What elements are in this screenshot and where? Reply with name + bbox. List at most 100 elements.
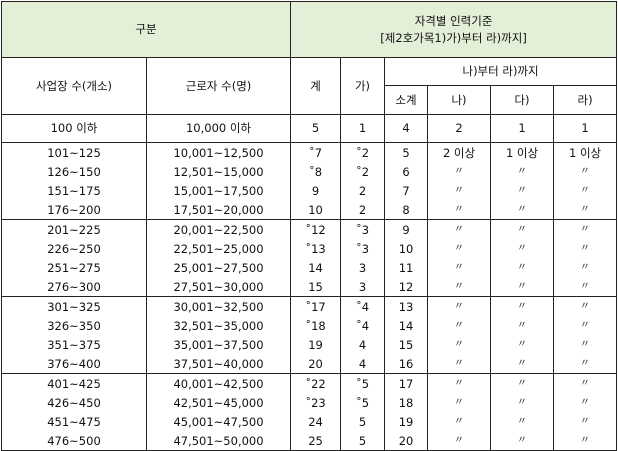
cell-da: 〃 [490,393,555,413]
cell-na: 〃 [427,393,492,413]
cell-subtotal: 7 [384,181,429,201]
cell-ga: ˚4 [340,296,386,317]
cell-subtotal: 16 [384,354,429,374]
header-workplaces: 사업장 수(개소) [1,57,147,115]
cell-subtotal: 12 [384,277,429,297]
cell-total: 15 [290,277,342,297]
table-row: 251~275 25,001~27,500 14 3 11 〃〃〃 [1,258,617,278]
cell-ga: 3 [340,258,386,278]
header-qualification-subtitle: [제2호가목1)가)부터 라)까지] [380,30,527,45]
cell-subtotal: 14 [384,316,429,336]
cell-workers: 17,501~20,000 [146,200,292,220]
cell-workplaces: 126~150 [1,162,147,182]
table-row: 326~350 32,501~35,000 ˚18 ˚4 14 〃〃〃 [1,316,617,336]
cell-total: ˚18 [290,316,342,336]
cell-da: 1 이상 [490,142,555,163]
cell-subtotal: 19 [384,412,429,432]
cell-na: 〃 [427,431,492,451]
cell-workers: 32,501~35,000 [146,316,292,336]
cell-workplaces: 100 이하 [1,114,147,143]
cell-subtotal: 11 [384,258,429,278]
cell-total: ˚17 [290,296,342,317]
cell-subtotal: 20 [384,431,429,451]
cell-ra: 〃 [580,242,591,254]
header-total: 계 [290,57,342,115]
cell-ra: 〃 [553,200,617,220]
cell-da: 〃 [490,412,555,432]
cell-workplaces: 451~475 [1,412,147,432]
cell-subtotal: 18 [384,393,429,413]
header-da: 다) [490,85,555,115]
cell-na: 〃 [427,296,492,317]
cell-workplaces: 176~200 [1,200,147,220]
table-row: 126~150 12,501~15,000 ˚8 ˚2 6 〃〃〃 [1,162,617,182]
cell-workers: 35,001~37,500 [146,335,292,355]
cell-workers: 12,501~15,000 [146,162,292,182]
cell-subtotal: 4 [384,114,429,143]
cell-da: 〃 [490,296,555,317]
cell-total: ˚13 [290,239,342,259]
cell-na: 〃 [427,162,492,182]
header-row-3: 소계 나) 다) 라) [2,85,617,115]
cell-workers: 20,001~22,500 [146,219,292,240]
cell-da: 〃 [490,335,555,355]
cell-ga: 2 [340,181,386,201]
table-row: 301~325 30,001~32,500 ˚17 ˚4 13 〃〃〃 [1,296,617,317]
cell-ra: 〃 [580,165,591,177]
cell-workers: 22,501~25,000 [146,239,292,259]
cell-ra: 〃 [580,184,591,196]
table-row: 376~400 37,501~40,000 20 4 16 〃〃〃 [1,354,617,374]
cell-workers: 37,501~40,000 [146,354,292,374]
cell-na: 〃 [427,373,492,394]
cell-da: 〃 [490,219,555,240]
cell-workplaces: 426~450 [1,393,147,413]
cell-total: 24 [290,412,342,432]
table-row: 476~500 47,501~50,000 25 5 20 〃〃〃 [1,431,617,451]
table-row: 176~200 17,501~20,000 10 2 8 〃〃〃 [1,200,617,220]
table-row: 276~300 27,501~30,000 15 3 12 〃〃〃 [1,277,617,297]
cell-da: 〃 [490,200,555,220]
cell-ra: 〃 [580,396,591,408]
cell-na: 2 [427,114,492,143]
cell-total: ˚23 [290,393,342,413]
cell-da: 〃 [490,239,555,259]
cell-ga: 1 [340,114,386,143]
table-row-first: 100 이하 10,000 이하 5 1 4 2 1 1 [1,114,617,143]
table-row: 226~250 22,501~25,000 ˚13 ˚3 10 〃〃〃 [1,239,617,259]
cell-total: 10 [290,200,342,220]
table-row: 401~425 40,001~42,500 ˚22 ˚5 17 〃〃〃 [1,373,617,394]
cell-workplaces: 276~300 [1,277,147,297]
cell-ga: 4 [340,354,386,374]
header-category: 구분 [1,1,292,58]
cell-workers: 30,001~32,500 [146,296,292,317]
cell-na: 〃 [427,354,492,374]
cell-na: 〃 [427,277,492,297]
header-workers: 근로자 수(명) [146,57,292,115]
cell-workers: 47,501~50,000 [146,431,292,451]
cell-ra: 〃 [553,354,617,374]
cell-ra: 〃 [580,300,591,312]
header-subtotal: 소계 [384,85,429,115]
cell-workers: 25,001~27,500 [146,258,292,278]
cell-na: 〃 [427,200,492,220]
cell-ra: 1 [553,114,617,143]
header-na: 나) [427,85,492,115]
cell-workplaces: 101~125 [1,142,147,163]
cell-ra: 〃 [580,377,591,389]
cell-ga: ˚2 [340,142,386,163]
table-row: 151~175 15,001~17,500 9 2 7 〃〃〃 [1,181,617,201]
cell-total: ˚8 [290,162,342,182]
header-ra: 라) [553,85,617,115]
cell-na: 2 이상 [427,142,492,163]
cell-ra: 〃 [580,223,591,235]
cell-subtotal: 10 [384,239,429,259]
cell-da: 1 [490,114,555,143]
cell-da: 〃 [490,277,555,297]
cell-total: ˚22 [290,373,342,394]
header-ga: 가) [340,57,386,115]
table-row: 101~125 10,001~12,500 ˚7 ˚2 5 2 이상 1 이상 1 이상 [1,142,617,163]
cell-subtotal: 6 [384,162,429,182]
table-row: 426~450 42,501~45,000 ˚23 ˚5 18 〃〃〃 [1,393,617,413]
cell-workers: 10,001~12,500 [146,142,292,163]
